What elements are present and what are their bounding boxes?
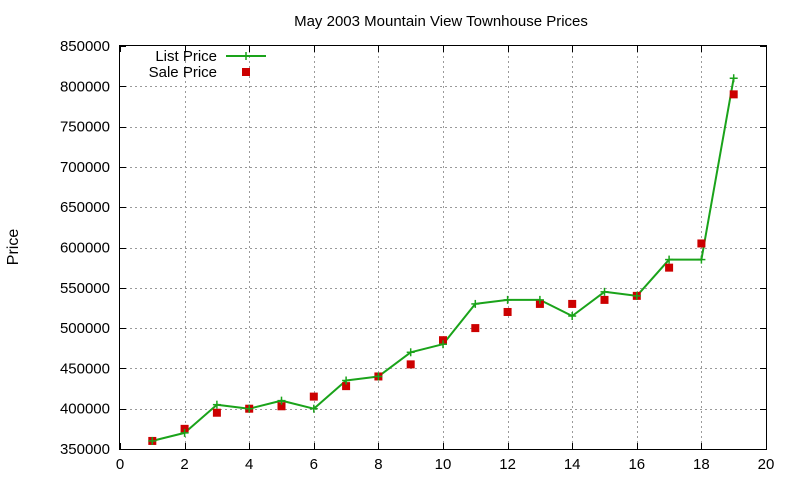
tick-labels: 0 2 4 6 8 10 12 14 16 18 20 350000 400000 450000 50000…	[60, 38, 774, 473]
list-price-point	[535, 295, 544, 304]
y-tick-label: 750000	[60, 119, 110, 136]
list-price-point	[503, 295, 512, 304]
list-price-point	[600, 287, 609, 296]
chart-title: May 2003 Mountain View Townhouse Prices	[294, 13, 588, 30]
list-price-point	[245, 404, 254, 413]
y-tick-label: 650000	[60, 199, 110, 216]
sale-price-point	[535, 299, 544, 308]
y-tick-label: 450000	[60, 360, 110, 377]
list-price-point	[309, 404, 318, 413]
series-layer	[148, 74, 738, 445]
legend: List Price Sale Price	[149, 48, 266, 81]
y-tick-label: 500000	[60, 320, 110, 337]
sale-price-point	[406, 360, 415, 369]
list-price-point	[374, 372, 383, 381]
sale-price-point	[600, 295, 609, 304]
sale-price-point	[503, 307, 512, 316]
axis-ticks	[120, 46, 767, 450]
legend-label-list-price: List Price	[155, 48, 217, 65]
x-tick-label: 12	[499, 456, 516, 473]
sale-price-point	[212, 408, 221, 417]
legend-swatch-sale-square	[242, 68, 250, 76]
x-tick-label: 16	[628, 456, 645, 473]
y-tick-label: 550000	[60, 280, 110, 297]
list-price-point	[406, 348, 415, 357]
y-tick-label: 600000	[60, 240, 110, 257]
list-price-point	[180, 428, 189, 437]
y-tick-label: 700000	[60, 159, 110, 176]
list-price-point	[439, 340, 447, 349]
sale-price-point	[439, 336, 447, 345]
y-tick-label: 850000	[60, 38, 110, 55]
x-tick-label: 6	[310, 456, 318, 473]
sale-price-point	[665, 263, 674, 272]
sale-price-point	[568, 299, 577, 308]
sale-price-point	[309, 392, 318, 401]
sale-price-point	[277, 402, 286, 411]
x-tick-label: 2	[180, 456, 188, 473]
x-tick-label: 0	[116, 456, 124, 473]
x-tick-label: 14	[564, 456, 581, 473]
sale-price-point	[342, 382, 351, 391]
plot-frame	[119, 45, 767, 450]
list-price-point	[665, 255, 674, 264]
legend-label-sale-price: Sale Price	[149, 64, 217, 81]
x-tick-label: 18	[693, 456, 710, 473]
y-tick-label: 350000	[60, 441, 110, 458]
list-price-point	[471, 299, 480, 308]
x-tick-label: 4	[245, 456, 253, 473]
y-tick-label: 800000	[60, 78, 110, 95]
sale-price-point	[180, 424, 189, 433]
list-price-point	[632, 291, 641, 300]
list-price-point	[148, 436, 157, 445]
sale-price-point	[471, 324, 480, 333]
y-tick-label: 400000	[60, 401, 110, 418]
list-price-point	[697, 255, 706, 264]
list-price-point	[568, 312, 577, 321]
gridlines	[120, 46, 766, 449]
y-axis-title: Price	[5, 229, 22, 266]
list-price-point	[729, 74, 738, 83]
sale-price-point	[697, 239, 706, 248]
x-tick-label: 20	[758, 456, 775, 473]
list-price-point	[212, 400, 221, 409]
legend-swatches	[226, 52, 266, 76]
x-tick-label: 8	[374, 456, 382, 473]
list-price-point	[277, 396, 286, 405]
x-tick-label: 10	[435, 456, 452, 473]
sale-price-point	[729, 90, 738, 99]
list-price-point	[342, 376, 351, 385]
